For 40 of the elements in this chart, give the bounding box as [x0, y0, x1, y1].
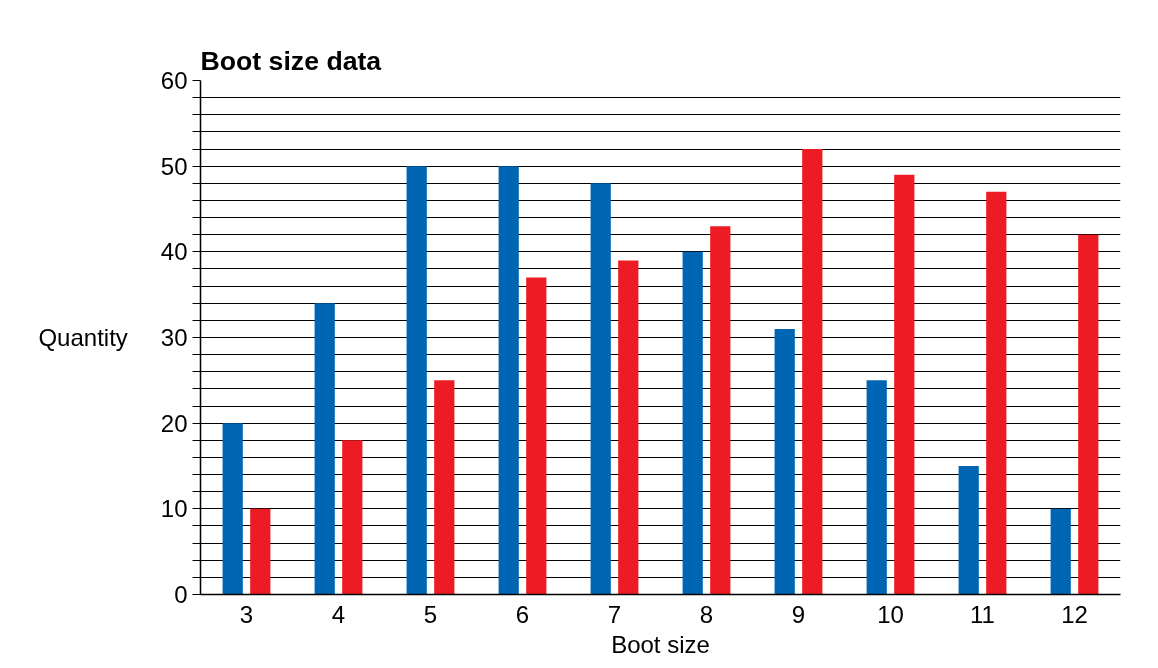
x-tick-label: 10: [877, 600, 904, 628]
bar: [710, 226, 731, 595]
bar: [590, 183, 611, 595]
bar: [986, 191, 1007, 595]
y-tick-label: 50: [160, 152, 188, 180]
chart-title: Boot size data: [200, 45, 382, 76]
y-tick-label: 10: [160, 495, 188, 523]
bar: [618, 260, 639, 595]
bar: [866, 380, 887, 595]
bar: [406, 166, 427, 595]
x-tick-label: 7: [607, 600, 622, 628]
bar: [682, 251, 703, 595]
y-axis-title: Quantity: [38, 324, 128, 351]
y-tick-label: 40: [160, 238, 188, 266]
bar: [958, 466, 979, 595]
x-tick-label: 5: [423, 600, 438, 628]
y-tick-label: 0: [174, 581, 188, 608]
x-tick-label: 9: [791, 600, 806, 628]
bar: [894, 174, 915, 595]
x-tick-label: 4: [331, 600, 346, 628]
x-tick-label: 12: [1061, 600, 1088, 628]
x-tick-label: 11: [970, 600, 995, 628]
y-tick-label: 60: [160, 67, 188, 94]
bar: [526, 277, 547, 595]
bar: [1050, 508, 1071, 595]
x-tick-label: 3: [239, 600, 254, 628]
bar: [314, 303, 335, 595]
bar: [434, 380, 455, 595]
bar: [774, 328, 795, 595]
y-tick-label: 30: [160, 324, 188, 351]
x-axis-title: Boot size: [611, 630, 710, 658]
x-tick-label: 8: [699, 600, 714, 628]
y-tick-label: 20: [160, 409, 188, 437]
bar: [1078, 234, 1099, 595]
bar: [342, 440, 363, 595]
bar: [250, 508, 271, 595]
x-tick-label: 6: [515, 600, 530, 628]
bar: [802, 149, 823, 595]
bar: [222, 423, 243, 595]
bar: [498, 166, 519, 595]
